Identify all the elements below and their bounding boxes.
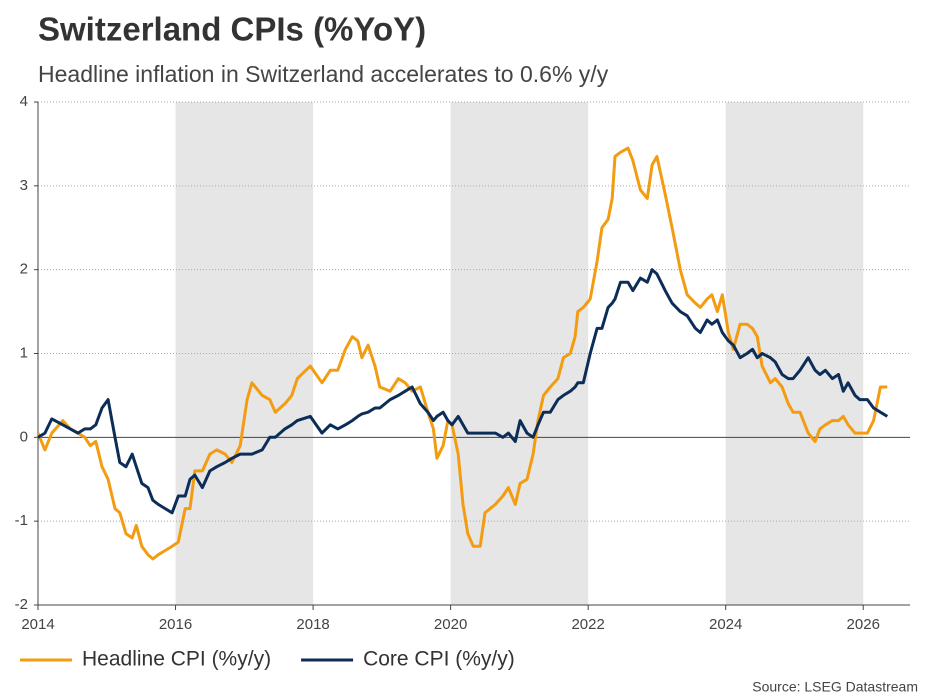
x-tick-label: 2026 [847, 616, 880, 633]
y-tick-label: 4 [20, 93, 28, 110]
y-tick-label: 3 [20, 177, 28, 194]
x-tick-label: 2020 [434, 616, 467, 633]
source-note: Source: LSEG Datastream [752, 679, 918, 695]
legend-label: Headline CPI (%y/y) [82, 648, 271, 671]
y-tick-label: 2 [20, 261, 28, 278]
legend-label: Core CPI (%y/y) [363, 648, 515, 671]
chart-subtitle: Headline inflation in Switzerland accele… [38, 61, 609, 87]
y-tick-label: -2 [15, 596, 28, 613]
series-line [37, 268, 889, 515]
y-tick-label: 0 [20, 428, 28, 445]
x-tick-label: 2018 [296, 616, 329, 633]
x-tick-label: 2016 [159, 616, 192, 633]
shade-band [175, 102, 314, 605]
x-tick-label: 2024 [709, 616, 742, 633]
x-tick-label: 2022 [571, 616, 604, 633]
x-tick-label: 2014 [21, 616, 54, 633]
y-tick-label: 1 [20, 344, 28, 361]
series-line [36, 146, 888, 561]
chart-title: Switzerland CPIs (%YoY) [38, 11, 426, 48]
y-tick-label: -1 [15, 512, 28, 529]
